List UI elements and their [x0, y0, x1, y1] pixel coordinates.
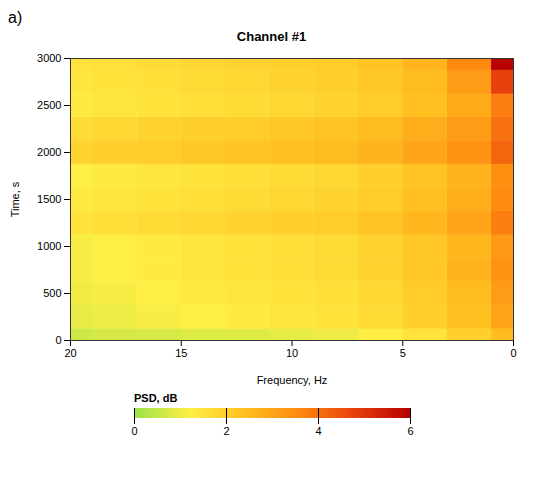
svg-text:500: 500 [43, 287, 61, 299]
svg-text:15: 15 [175, 347, 187, 359]
svg-text:10: 10 [286, 347, 298, 359]
svg-text:0: 0 [510, 347, 516, 359]
html-text:a): a) [8, 9, 23, 26]
svg-text:20: 20 [64, 347, 76, 359]
svg-text:Frequency, Hz: Frequency, Hz [257, 374, 328, 386]
svg-text:1000: 1000 [37, 240, 61, 252]
svg-text:0: 0 [55, 334, 61, 346]
svg-text:6: 6 [407, 425, 413, 437]
svg-text:5: 5 [400, 347, 406, 359]
svg-text:0: 0 [131, 425, 137, 437]
svg-text:PSD, dB: PSD, dB [134, 392, 177, 404]
svg-text:4: 4 [315, 425, 321, 437]
svg-text:2000: 2000 [37, 146, 61, 158]
svg-text:Time, s: Time, s [9, 181, 21, 217]
html-text:Channel #1: Channel #1 [236, 29, 307, 44]
svg-text:2: 2 [223, 425, 229, 437]
svg-text:2500: 2500 [37, 99, 61, 111]
svg-text:1500: 1500 [37, 193, 61, 205]
svg-text:3000: 3000 [37, 52, 61, 64]
